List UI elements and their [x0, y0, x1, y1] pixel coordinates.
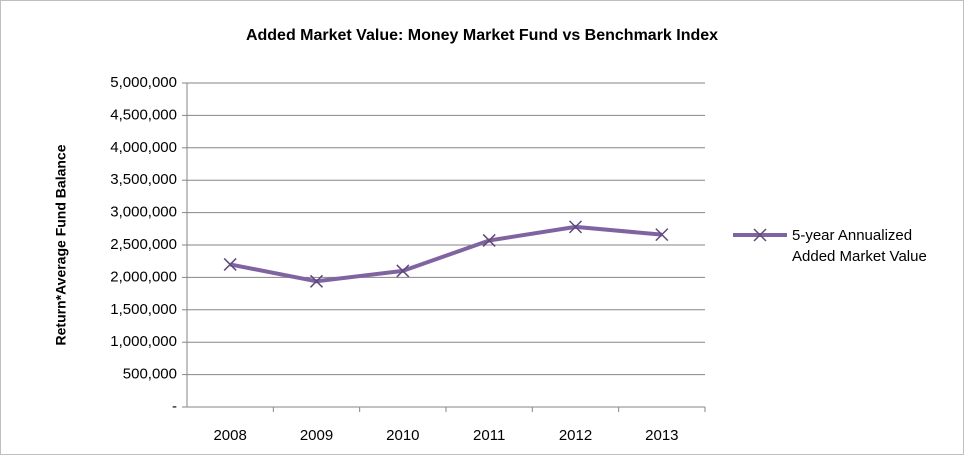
x-tick-label: 2008: [213, 427, 246, 444]
marker: [568, 220, 583, 234]
chart-title: Added Market Value: Money Market Fund vs…: [246, 27, 718, 44]
marker: [396, 264, 410, 278]
x-tick-label: 2012: [559, 427, 592, 444]
legend-label: 5-year Annualized Added Market Value: [792, 227, 927, 265]
y-tick-label: 2,500,000: [110, 236, 177, 253]
series-line: [229, 224, 663, 284]
y-tick-label: 500,000: [123, 366, 177, 383]
y-tick-label: 2,000,000: [110, 268, 177, 285]
y-tick-label: -: [172, 398, 177, 415]
x-tick-label: 2010: [386, 427, 419, 444]
y-tick-label: 3,500,000: [110, 171, 177, 188]
legend-marker: [753, 228, 767, 242]
marker: [655, 228, 669, 242]
x-tick-label: 2011: [473, 427, 505, 444]
y-tick-label: 4,500,000: [110, 106, 177, 123]
y-tick-label: 1,500,000: [110, 301, 177, 318]
x-tick-label: 2013: [645, 427, 678, 444]
marker: [223, 257, 237, 271]
y-axis-label: Return*Average Fund Balance: [53, 144, 69, 345]
marker: [309, 274, 324, 288]
y-tick-label: 1,000,000: [110, 333, 177, 350]
y-tick-label: 5,000,000: [110, 74, 177, 91]
y-tick-label: 4,000,000: [110, 139, 177, 156]
marker: [482, 233, 496, 247]
x-tick-label: 2009: [300, 427, 333, 444]
y-tick-label: 3,000,000: [110, 204, 177, 221]
